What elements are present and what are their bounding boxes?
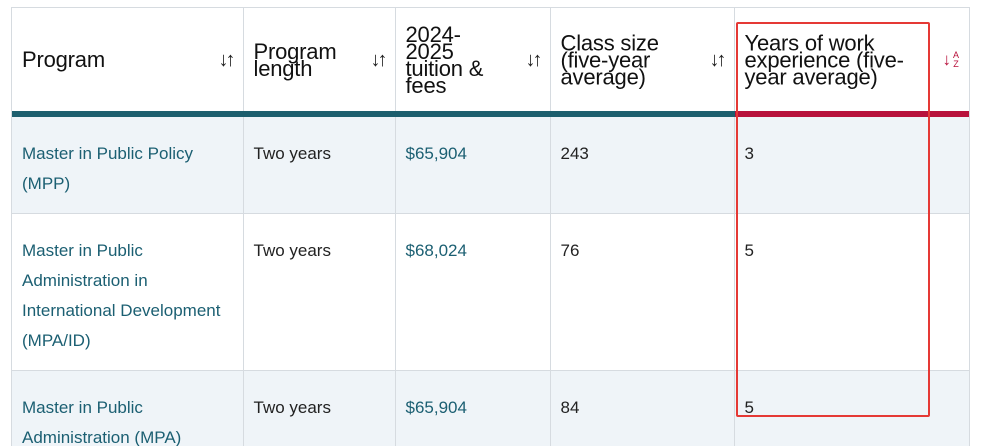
class-size-cell: 76 bbox=[550, 213, 735, 371]
column-header-label: Class size (five-year average) bbox=[560, 30, 659, 89]
sort-arrows-icon[interactable]: ↓↑ bbox=[525, 48, 543, 71]
tuition-cell: $68,024 bbox=[395, 213, 551, 371]
program-length-cell: Two years bbox=[243, 114, 396, 214]
sort-az-letter-a: A bbox=[952, 50, 959, 61]
sort-az-letter-z: Z bbox=[953, 59, 959, 70]
program-name-cell[interactable]: Master in Public Administration (MPA) bbox=[12, 370, 244, 446]
sort-arrows-icon[interactable]: ↓↑ bbox=[370, 48, 388, 71]
class-size-cell: 84 bbox=[550, 370, 735, 446]
programs-table-container: Program ↓↑ Program length ↓↑ 2024-2025 t… bbox=[11, 7, 970, 446]
program-length-cell: Two years bbox=[243, 370, 396, 446]
column-header-label: Program bbox=[22, 46, 105, 72]
table-row: Master in Public Administration in Inter… bbox=[12, 213, 969, 371]
column-header-tuition[interactable]: 2024-2025 tuition & fees ↓↑ bbox=[395, 8, 551, 117]
sort-az-arrow: ↓ bbox=[942, 49, 952, 69]
program-name-cell[interactable]: Master in Public Administration in Inter… bbox=[12, 213, 244, 371]
tuition-cell: $65,904 bbox=[395, 114, 551, 214]
table-row: Master in Public Policy (MPP) Two years … bbox=[12, 114, 969, 214]
column-header-program-length[interactable]: Program length ↓↑ bbox=[243, 8, 396, 117]
program-name-cell[interactable]: Master in Public Policy (MPP) bbox=[12, 114, 244, 214]
column-header-work-experience[interactable]: Years of work experience (five-year aver… bbox=[734, 8, 969, 117]
programs-table: Program ↓↑ Program length ↓↑ 2024-2025 t… bbox=[12, 8, 969, 446]
column-header-label: Program length bbox=[253, 38, 337, 81]
column-header-program[interactable]: Program ↓↑ bbox=[12, 8, 244, 117]
table-row: Master in Public Administration (MPA) Tw… bbox=[12, 370, 969, 446]
sort-arrows-icon[interactable]: ↓↑ bbox=[218, 48, 236, 71]
tuition-cell: $65,904 bbox=[395, 370, 551, 446]
column-header-class-size[interactable]: Class size (five-year average) ↓↑ bbox=[550, 8, 735, 117]
sort-arrows-icon[interactable]: ↓↑ bbox=[709, 48, 727, 71]
sort-az-icon[interactable]: ↓ A Z bbox=[943, 50, 961, 70]
column-header-label: 2024-2025 tuition & fees bbox=[405, 21, 484, 98]
work-experience-cell: 5 bbox=[734, 370, 969, 446]
work-experience-cell: 5 bbox=[734, 213, 969, 371]
work-experience-cell: 3 bbox=[734, 114, 969, 214]
column-header-label: Years of work experience (five-year aver… bbox=[744, 30, 904, 89]
table-header-row: Program ↓↑ Program length ↓↑ 2024-2025 t… bbox=[12, 8, 969, 117]
class-size-cell: 243 bbox=[550, 114, 735, 214]
program-length-cell: Two years bbox=[243, 213, 396, 371]
